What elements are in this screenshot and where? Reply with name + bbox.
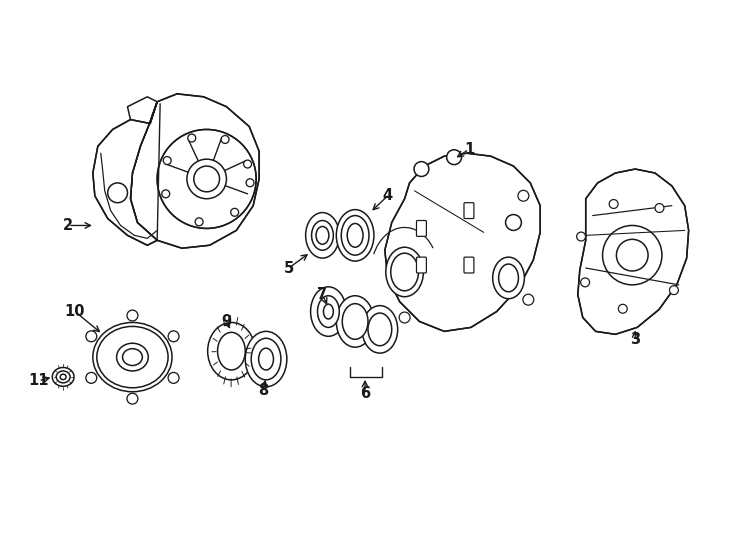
Polygon shape [92, 102, 157, 245]
Ellipse shape [52, 368, 74, 386]
Text: 10: 10 [65, 304, 85, 319]
Text: 6: 6 [360, 386, 370, 401]
Text: 5: 5 [283, 260, 294, 275]
Ellipse shape [117, 343, 148, 371]
Circle shape [655, 204, 664, 212]
Ellipse shape [347, 224, 363, 247]
Circle shape [577, 232, 586, 241]
Ellipse shape [390, 253, 418, 291]
Ellipse shape [251, 338, 281, 380]
Ellipse shape [316, 226, 329, 244]
Text: 9: 9 [222, 314, 231, 329]
FancyBboxPatch shape [416, 220, 426, 237]
Circle shape [163, 157, 171, 165]
Circle shape [609, 200, 618, 208]
Circle shape [447, 150, 462, 165]
Circle shape [246, 179, 254, 187]
Circle shape [127, 393, 138, 404]
Circle shape [108, 183, 128, 202]
FancyBboxPatch shape [464, 257, 474, 273]
Ellipse shape [57, 371, 70, 383]
Ellipse shape [341, 215, 369, 255]
Circle shape [414, 161, 429, 177]
Circle shape [399, 312, 410, 323]
Polygon shape [131, 94, 259, 248]
Ellipse shape [336, 296, 374, 347]
Ellipse shape [92, 322, 172, 392]
Ellipse shape [217, 332, 245, 370]
Ellipse shape [336, 210, 374, 261]
Circle shape [518, 190, 528, 201]
Circle shape [86, 373, 97, 383]
Polygon shape [578, 169, 688, 334]
Ellipse shape [362, 306, 398, 353]
Circle shape [617, 239, 648, 271]
Circle shape [161, 190, 170, 198]
Ellipse shape [342, 303, 368, 339]
Circle shape [221, 136, 229, 144]
Ellipse shape [208, 322, 255, 380]
Text: 11: 11 [28, 373, 48, 388]
Ellipse shape [386, 247, 424, 296]
Circle shape [506, 214, 521, 231]
Text: 2: 2 [63, 218, 73, 233]
Circle shape [86, 331, 97, 342]
Circle shape [230, 208, 239, 216]
Circle shape [188, 134, 196, 142]
Text: 7: 7 [317, 287, 327, 302]
Text: 1: 1 [464, 142, 474, 157]
FancyBboxPatch shape [416, 257, 426, 273]
Circle shape [187, 159, 227, 199]
Circle shape [168, 331, 179, 342]
Circle shape [523, 294, 534, 305]
Ellipse shape [311, 220, 333, 250]
Ellipse shape [310, 287, 346, 336]
Ellipse shape [368, 313, 392, 346]
Circle shape [157, 130, 256, 228]
Circle shape [603, 226, 662, 285]
Ellipse shape [123, 349, 142, 366]
Circle shape [195, 218, 203, 226]
Ellipse shape [245, 332, 287, 387]
Text: 8: 8 [258, 383, 268, 398]
Text: 4: 4 [382, 188, 393, 203]
Circle shape [194, 166, 219, 192]
Circle shape [618, 305, 628, 313]
Ellipse shape [305, 213, 339, 258]
FancyBboxPatch shape [464, 202, 474, 219]
Circle shape [168, 373, 179, 383]
Ellipse shape [318, 296, 339, 327]
Circle shape [244, 160, 252, 168]
Text: 3: 3 [631, 332, 640, 347]
Polygon shape [385, 153, 540, 332]
Circle shape [127, 310, 138, 321]
Circle shape [669, 286, 678, 295]
Ellipse shape [493, 257, 524, 299]
Circle shape [581, 278, 589, 287]
